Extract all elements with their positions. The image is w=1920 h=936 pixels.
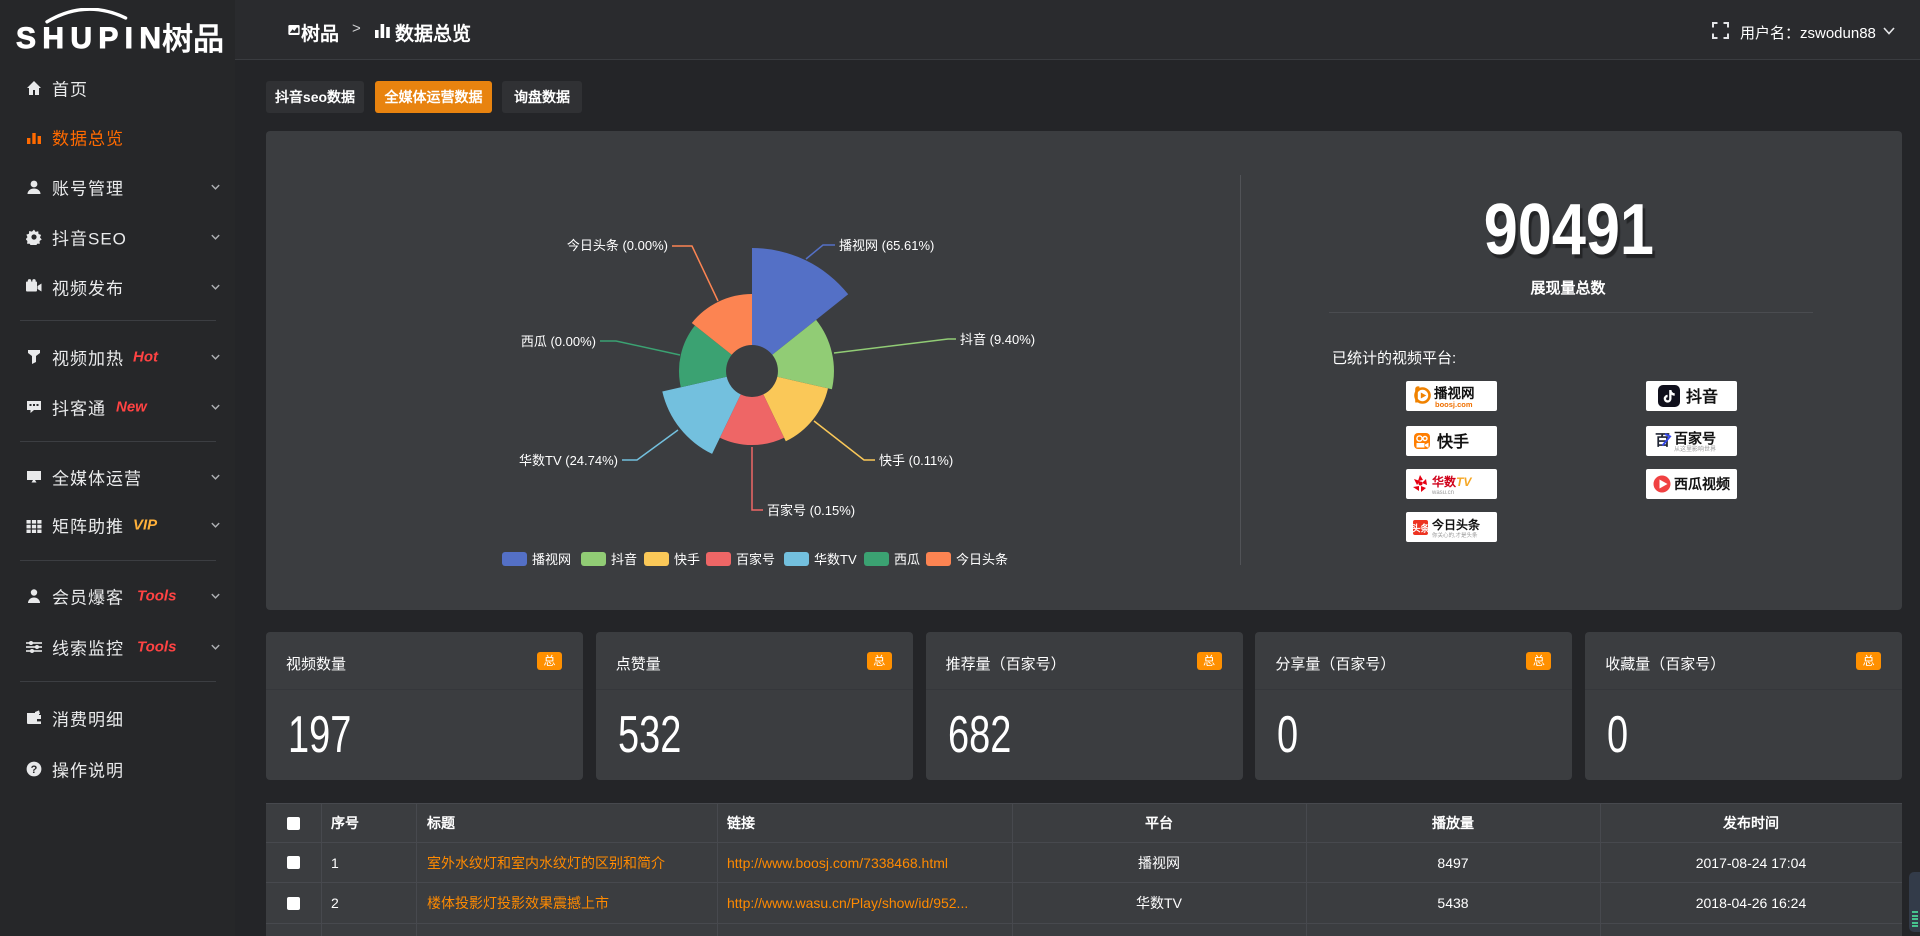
svg-text:西瓜: 西瓜 (894, 552, 920, 567)
svg-text:播视网: 播视网 (532, 552, 571, 567)
svg-text:华数TV: 华数TV (1432, 474, 1472, 489)
svg-text:百: 百 (1655, 432, 1670, 449)
svg-text:快手 (0.11%): 快手 (0.11%) (879, 453, 953, 468)
svg-text:播视网 (65.61%): 播视网 (65.61%) (839, 238, 934, 253)
svg-text:boosj.com: boosj.com (1435, 400, 1473, 409)
svg-text:今日头条: 今日头条 (956, 552, 1008, 567)
svg-text:华数TV: 华数TV (814, 552, 857, 567)
svg-text:SHUPIN: SHUPIN (16, 22, 160, 55)
svg-text:抖音: 抖音 (1686, 387, 1718, 406)
svg-text:百家号: 百家号 (1674, 431, 1716, 447)
svg-text:wasu.cn: wasu.cn (1431, 490, 1454, 496)
svg-text:从这里影响世界: 从这里影响世界 (1674, 445, 1716, 453)
svg-text:你关心的,才是头条: 你关心的,才是头条 (1432, 531, 1478, 539)
svg-text:百家号 (0.15%): 百家号 (0.15%) (767, 503, 855, 518)
svg-text:今日头条 (0.00%): 今日头条 (0.00%) (567, 238, 668, 253)
svg-text:头条: 头条 (1411, 523, 1430, 534)
svg-text:华数TV (24.74%): 华数TV (24.74%) (519, 453, 618, 468)
svg-text:树品: 树品 (162, 22, 224, 56)
svg-text:抖音: 抖音 (611, 552, 637, 567)
svg-text:播视网: 播视网 (1434, 385, 1475, 401)
svg-text:快手: 快手 (674, 552, 700, 567)
svg-text:今日头条: 今日头条 (1431, 517, 1481, 532)
svg-text:快手: 快手 (1437, 432, 1469, 451)
svg-text:西瓜视频: 西瓜视频 (1674, 476, 1730, 492)
svg-text:?: ? (31, 764, 38, 776)
svg-text:百家号: 百家号 (736, 552, 775, 567)
svg-text:抖音 (9.40%): 抖音 (9.40%) (960, 332, 1035, 347)
svg-text:西瓜 (0.00%): 西瓜 (0.00%) (521, 334, 596, 349)
